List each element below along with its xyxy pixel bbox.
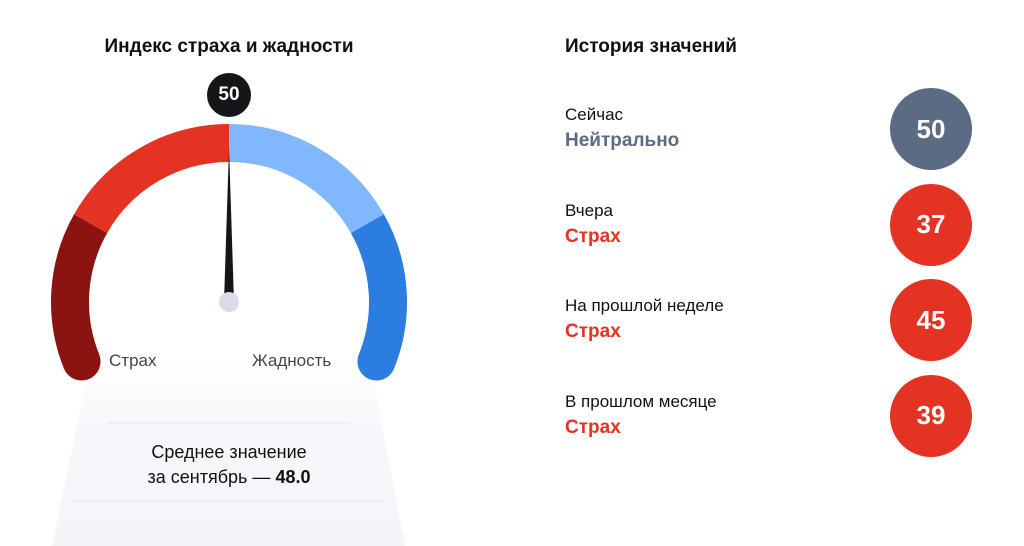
history-status: Страх	[565, 416, 621, 438]
history-item: На прошлой неделе Страх 45	[565, 279, 975, 361]
fear-label: Страх	[109, 351, 157, 370]
gauge-segment	[51, 214, 108, 369]
history-status: Страх	[565, 321, 621, 342]
gauge-end-cap	[62, 342, 101, 381]
history-period: В прошлом месяце	[565, 391, 717, 411]
gauge-end-cap	[357, 342, 396, 381]
gauge-segment	[228, 124, 384, 234]
average-panel-background	[52, 362, 405, 546]
history-item: В прошлом месяце Страх 39	[565, 374, 975, 457]
fear-greed-gauge	[51, 124, 407, 546]
history-value-circle: 50	[890, 88, 972, 170]
history-value-circle: 37	[890, 183, 972, 266]
history-period: Вчера	[565, 200, 613, 220]
history-title: История значений	[565, 36, 737, 57]
greed-label: Жадность	[252, 351, 332, 370]
gauge-segment	[74, 124, 230, 234]
gauge-needle	[224, 147, 234, 302]
history-status: Страх	[565, 225, 621, 247]
history-value-circle: 39	[890, 374, 972, 457]
gauge-value-badge: 50	[207, 73, 251, 117]
monthly-average: Среднее значение за сентябрь — 48.0	[0, 440, 458, 490]
history-value-circle: 45	[890, 279, 972, 361]
history-period: На прошлой неделе	[565, 296, 724, 315]
average-line2: за сентябрь —	[147, 467, 271, 487]
history-item: Вчера Страх 37	[565, 183, 975, 266]
average-line1: Среднее значение	[151, 442, 307, 462]
gauge-title: Индекс страха и жадности	[104, 36, 354, 57]
gauge-hub	[219, 292, 239, 312]
average-value: 48.0	[275, 467, 311, 487]
gauge-segment	[350, 214, 407, 369]
history-status: Нейтрально	[565, 130, 680, 151]
history-period: Сейчас	[565, 105, 624, 124]
history-item: Сейчас Нейтрально 50	[565, 88, 975, 170]
